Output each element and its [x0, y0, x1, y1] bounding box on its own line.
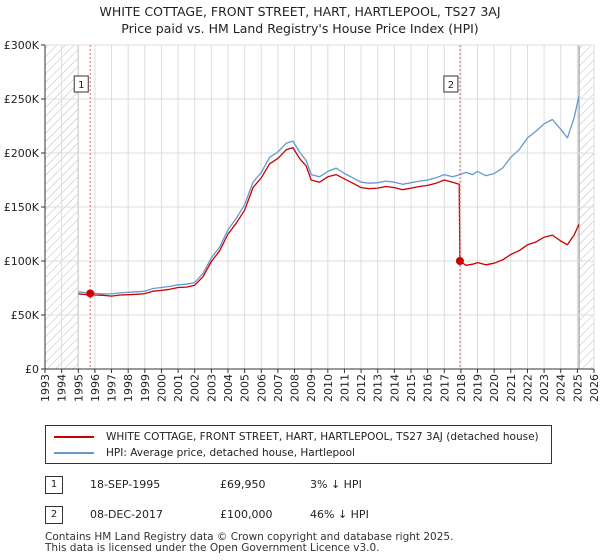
x-tick-label: 2012	[355, 374, 368, 402]
sale-date: 08-DEC-2017	[90, 508, 164, 521]
sale-marker-box	[443, 75, 459, 93]
sale-price: £69,950	[220, 478, 266, 491]
sale-date: 18-SEP-1995	[90, 478, 161, 491]
sale-badge: 1	[45, 476, 63, 494]
x-tick-label: 1993	[39, 374, 52, 402]
x-tick-label: 1994	[56, 374, 69, 402]
x-tick-label: 2013	[372, 374, 385, 402]
x-tick-label: 2025	[571, 374, 584, 402]
x-tick-label: 2010	[322, 374, 335, 402]
chart-subtitle: Price paid vs. HM Land Registry's House …	[121, 21, 479, 36]
legend-item-hpi: HPI: Average price, detached house, Hart…	[54, 445, 355, 461]
x-tick-label: 2017	[438, 374, 451, 402]
x-tick-label: 2009	[305, 374, 318, 402]
x-tick-label: 2011	[338, 374, 351, 402]
sale-marker-label: 2	[448, 80, 454, 91]
legend-label-hpi: HPI: Average price, detached house, Hart…	[106, 447, 355, 459]
x-tick-label: 2001	[172, 374, 185, 402]
y-tick-label: £50K	[11, 309, 40, 322]
y-tick-label: £300K	[4, 39, 40, 52]
x-tick-label: 2000	[155, 374, 168, 402]
y-tick-label: £250K	[4, 93, 40, 106]
x-tick-label: 2021	[505, 374, 518, 402]
x-tick-label: 2014	[388, 374, 401, 402]
x-tick-label: 1999	[139, 374, 152, 402]
y-tick-label: £0	[25, 363, 39, 376]
x-tick-label: 2008	[289, 374, 302, 402]
sale-hpi-diff: 3% ↓ HPI	[310, 478, 362, 491]
x-tick-label: 2026	[588, 374, 600, 402]
x-tick-label: 2003	[205, 374, 218, 402]
y-tick-label: £200K	[4, 147, 40, 160]
legend-item-property: WHITE COTTAGE, FRONT STREET, HART, HARTL…	[54, 429, 539, 445]
sale-marker-label: 1	[78, 80, 84, 91]
sale-hpi-diff: 46% ↓ HPI	[310, 508, 369, 521]
sale-point	[455, 257, 464, 265]
chart-legend: WHITE COTTAGE, FRONT STREET, HART, HARTL…	[45, 425, 552, 464]
legend-swatch-hpi	[54, 452, 94, 454]
x-tick-label: 2006	[255, 374, 268, 402]
x-tick-label: 2015	[405, 374, 418, 402]
sale-point	[86, 289, 95, 298]
x-tick-label: 2005	[239, 374, 252, 402]
x-tick-label: 2018	[455, 374, 468, 402]
y-tick-label: £150K	[4, 201, 40, 214]
x-tick-label: 2024	[555, 374, 568, 402]
y-tick-label: £100K	[4, 255, 40, 268]
x-tick-label: 2023	[538, 374, 551, 402]
x-tick-label: 2022	[521, 374, 534, 402]
x-tick-label: 2019	[472, 374, 485, 402]
x-tick-label: 1996	[89, 374, 102, 402]
x-tick-label: 2002	[189, 374, 202, 402]
sale-badge: 2	[45, 506, 63, 524]
x-tick-label: 2016	[422, 374, 435, 402]
x-tick-label: 2007	[272, 374, 285, 402]
legend-label-property: WHITE COTTAGE, FRONT STREET, HART, HARTL…	[106, 431, 539, 443]
footer-copyright: Contains HM Land Registry data © Crown c…	[45, 531, 454, 543]
hpi-line	[78, 95, 580, 295]
x-tick-label: 2020	[488, 374, 501, 402]
x-tick-label: 1995	[72, 374, 85, 402]
footer-licence: This data is licensed under the Open Gov…	[45, 542, 380, 554]
sale-price: £100,000	[220, 508, 273, 521]
x-tick-label: 1997	[106, 374, 119, 402]
legend-swatch-property	[54, 436, 94, 438]
price-chart: 1 2 £0 £50K £100K £150K £200K £250K £300K 1993 19…	[4, 39, 600, 402]
x-tick-label: 2004	[222, 374, 235, 402]
sale-marker-box	[73, 75, 89, 93]
property-price-line	[78, 146, 580, 297]
x-tick-label: 1998	[122, 374, 135, 402]
chart-title: WHITE COTTAGE, FRONT STREET, HART, HARTL…	[99, 4, 501, 19]
